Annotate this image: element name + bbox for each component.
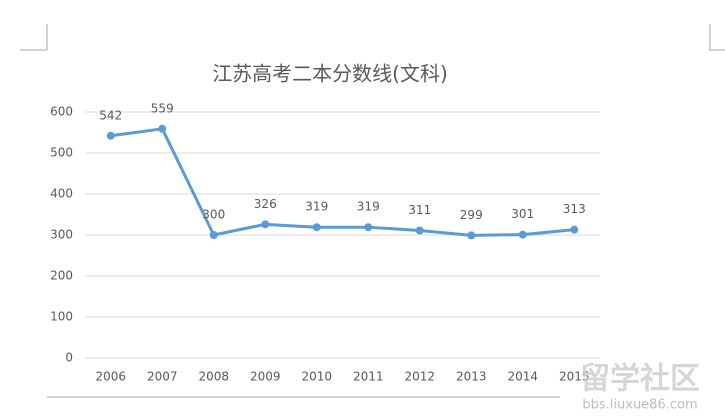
data-label: 301 xyxy=(511,207,534,221)
data-label: 300 xyxy=(202,208,225,222)
y-tick-label: 300 xyxy=(50,228,73,242)
point xyxy=(518,230,527,239)
data-label: 313 xyxy=(563,202,586,216)
point xyxy=(415,226,424,235)
x-tick-label: 2009 xyxy=(250,370,281,384)
x-tick-label: 2007 xyxy=(147,370,178,384)
chart-title: 江苏高考二本分数线(文科) xyxy=(212,62,448,86)
x-tick-label: 2014 xyxy=(507,370,538,384)
point xyxy=(570,225,579,234)
data-label: 299 xyxy=(460,208,483,222)
y-tick-label: 500 xyxy=(50,146,73,160)
data-label: 319 xyxy=(357,200,380,214)
y-tick-label: 100 xyxy=(50,310,73,324)
data-label: 542 xyxy=(99,108,122,122)
x-tick-label: 2006 xyxy=(95,370,126,384)
point xyxy=(364,223,373,232)
x-tick-label: 2013 xyxy=(456,370,487,384)
y-tick-label: 400 xyxy=(50,187,73,201)
point xyxy=(467,231,476,240)
y-tick-label: 0 xyxy=(65,351,73,365)
x-tick-label: 2012 xyxy=(404,370,435,384)
page-corner xyxy=(709,24,725,51)
y-tick-label: 600 xyxy=(50,105,73,119)
x-tick-label: 2010 xyxy=(301,370,332,384)
point xyxy=(158,124,167,133)
watermark-url: bbs.liuxue86.com xyxy=(582,398,697,413)
point xyxy=(261,220,270,229)
x-tick-label: 2008 xyxy=(198,370,229,384)
chart: 0 100 200 300 400 500 600 2006 2007 2008 2009 2010 2… xyxy=(50,101,600,384)
y-tick-label: 200 xyxy=(50,269,73,283)
data-label: 319 xyxy=(305,200,328,214)
x-tick-label: 2015 xyxy=(559,370,590,384)
watermark-logo: 留学社区 xyxy=(580,362,700,397)
point xyxy=(209,231,218,239)
point xyxy=(312,223,321,232)
page-corner xyxy=(20,24,48,51)
data-label: 326 xyxy=(254,197,277,211)
data-label: 559 xyxy=(151,101,174,115)
point xyxy=(106,131,115,140)
x-tick-label: 2011 xyxy=(353,370,384,384)
data-label: 311 xyxy=(408,203,431,217)
line xyxy=(110,127,575,237)
